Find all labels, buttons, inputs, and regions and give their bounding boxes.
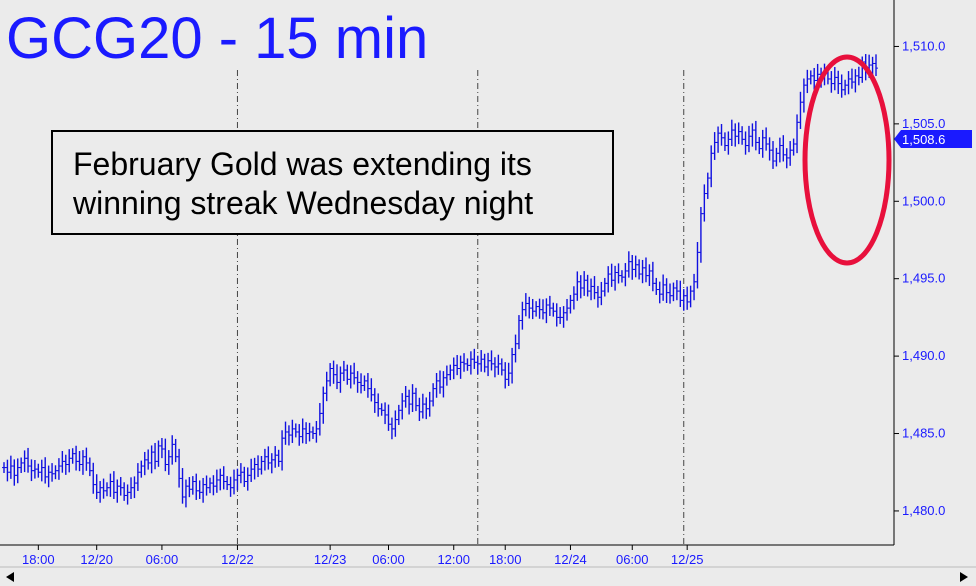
scrollbar[interactable] — [0, 566, 976, 586]
highlight-circle — [802, 54, 892, 266]
price-bars — [2, 54, 878, 508]
triangle-left-icon[interactable] — [6, 572, 14, 582]
annotation-box: February Gold was extending its winning … — [51, 130, 614, 235]
triangle-right-icon[interactable] — [960, 572, 968, 582]
y-axis-ticks: 1,480.0 1,485.0 1,490.0 1,495.0 1,500.0 1,505… — [894, 38, 945, 518]
x-tick-label: 06:00 — [146, 552, 179, 567]
annotation-line-1: February Gold was extending its — [73, 146, 532, 182]
y-tick-label: 1,490.0 — [902, 348, 945, 363]
x-tick-label: 12/23 — [314, 552, 347, 567]
x-tick-label: 06:00 — [616, 552, 649, 567]
x-tick-label: 12/20 — [80, 552, 113, 567]
chart-title: GCG20 - 15 min — [6, 6, 429, 71]
y-tick-label: 1,505.0 — [902, 116, 945, 131]
y-tick-label: 1,510.0 — [902, 38, 945, 53]
y-tick-label: 1,500.0 — [902, 193, 945, 208]
y-tick-label: 1,485.0 — [902, 426, 945, 441]
x-tick-label: 18:00 — [22, 552, 55, 567]
x-tick-label: 12/25 — [671, 552, 704, 567]
price-bar — [874, 54, 878, 77]
x-tick-label: 12/24 — [554, 552, 587, 567]
y-tick-label: 1,495.0 — [902, 271, 945, 286]
x-tick-label: 06:00 — [372, 552, 405, 567]
x-tick-label: 12/22 — [221, 552, 254, 567]
x-tick-label: 12:00 — [437, 552, 470, 567]
x-tick-label: 18:00 — [489, 552, 522, 567]
annotation-line-2: winning streak Wednesday night — [73, 185, 534, 221]
y-tick-label: 1,480.0 — [902, 503, 945, 518]
last-price-badge: 1,508.6 — [894, 130, 972, 148]
x-axis-ticks: 18:00 12/20 06:00 12/22 12/23 06:00 12:00 18:00… — [22, 545, 703, 567]
last-price-label: 1,508.6 — [902, 132, 945, 147]
